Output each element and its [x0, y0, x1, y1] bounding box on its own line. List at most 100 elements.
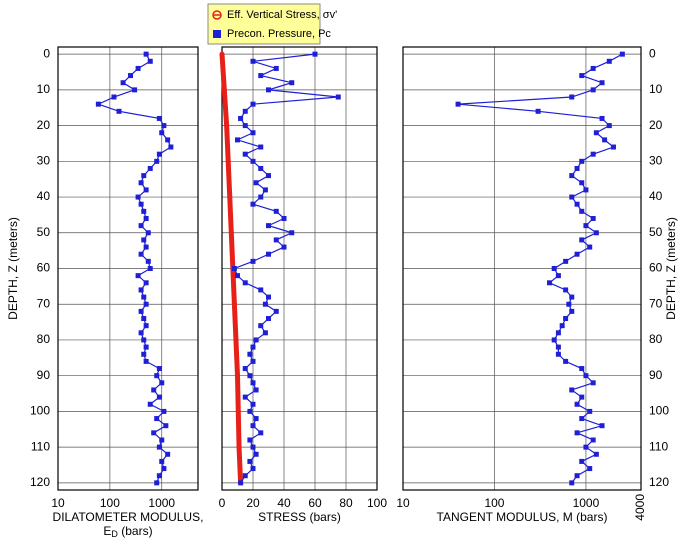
point — [590, 65, 596, 71]
point — [253, 337, 259, 343]
point — [141, 351, 147, 357]
point — [579, 158, 585, 164]
point — [247, 351, 253, 357]
point — [566, 301, 572, 307]
point — [228, 230, 234, 236]
x-axis-title: STRESS (bars) — [258, 510, 341, 524]
point — [555, 273, 561, 279]
y-tick-label: 90 — [37, 368, 51, 382]
point — [563, 258, 569, 264]
point — [569, 480, 575, 486]
point — [247, 437, 253, 443]
point — [168, 144, 174, 150]
y-tick-label: 80 — [37, 332, 51, 346]
point — [235, 373, 240, 379]
point — [159, 130, 165, 136]
point — [590, 87, 596, 93]
point — [138, 223, 144, 229]
point — [147, 266, 153, 271]
point — [161, 123, 167, 129]
point — [135, 65, 141, 71]
point — [253, 416, 259, 422]
y-tick-label: 10 — [37, 82, 51, 96]
point — [250, 158, 256, 164]
point — [579, 180, 585, 186]
point — [569, 194, 575, 200]
x-tick-label: 100 — [367, 496, 387, 510]
point — [266, 251, 271, 257]
y-axis-title: DEPTH, Z (meters) — [664, 217, 678, 320]
y-tick-label: 60 — [649, 261, 663, 275]
point — [242, 123, 248, 129]
point — [154, 373, 160, 379]
point — [156, 394, 162, 400]
point — [250, 401, 256, 407]
point — [235, 137, 240, 143]
point — [156, 444, 162, 450]
point — [563, 316, 569, 322]
legend-marker — [213, 30, 221, 38]
point — [247, 458, 253, 464]
point — [143, 323, 149, 329]
point — [143, 215, 149, 221]
point — [235, 408, 241, 414]
x-axis-title: DILATOMETER MODULUS, — [53, 510, 204, 524]
point — [583, 444, 589, 450]
point — [555, 351, 561, 357]
point — [579, 394, 585, 400]
x-tick-label: 1000 — [573, 496, 600, 510]
point — [250, 130, 256, 136]
point — [145, 230, 151, 236]
point — [138, 251, 144, 257]
x-tick-label: 20 — [246, 496, 260, 510]
point — [569, 387, 575, 393]
point — [154, 158, 160, 164]
legend-label: Precon. Pressure, Pc — [227, 28, 331, 40]
x-tick-label: 80 — [339, 496, 353, 510]
point — [551, 337, 557, 343]
plot-frame — [221, 46, 378, 491]
point — [233, 337, 239, 343]
point — [250, 58, 256, 64]
point — [266, 173, 271, 179]
point — [583, 373, 589, 379]
point — [535, 108, 541, 114]
point — [236, 444, 242, 450]
point — [258, 144, 264, 150]
x-tick-label: 4000 — [633, 494, 647, 521]
point — [587, 244, 593, 250]
point — [242, 394, 248, 400]
point — [555, 344, 561, 350]
point — [563, 358, 569, 364]
point — [569, 173, 575, 179]
y-tick-label: 0 — [649, 46, 656, 60]
point — [599, 80, 605, 86]
point — [610, 144, 616, 150]
point — [235, 273, 240, 279]
x-axis-title-sub: D — [111, 529, 118, 539]
point — [154, 480, 160, 486]
y-tick-label: 70 — [649, 296, 663, 310]
y-tick-label: 110 — [649, 439, 668, 453]
y-tick-label: 20 — [37, 118, 51, 132]
point — [258, 287, 264, 293]
y-tick-label: 10 — [649, 82, 663, 96]
point — [599, 115, 605, 121]
point — [138, 180, 144, 186]
x-tick-label: 10 — [396, 496, 410, 510]
y-tick-label: 70 — [37, 296, 51, 310]
point — [138, 287, 144, 293]
point — [266, 87, 271, 93]
point — [335, 94, 341, 100]
x-axis-title-part: (bars) — [118, 524, 153, 538]
point — [555, 330, 561, 336]
point — [250, 423, 256, 429]
y-tick-label: 100 — [649, 404, 669, 418]
point — [156, 473, 162, 479]
point — [120, 80, 126, 86]
point — [590, 151, 596, 157]
point — [141, 237, 147, 243]
point — [132, 87, 138, 93]
point — [262, 187, 268, 193]
